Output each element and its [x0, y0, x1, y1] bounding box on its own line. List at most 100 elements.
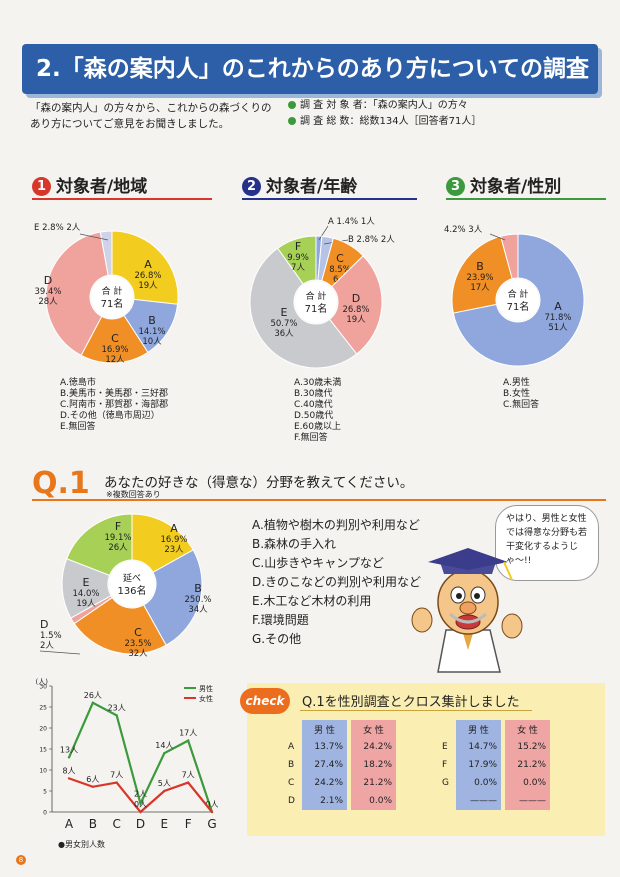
data-label: 7人: [110, 771, 123, 780]
data-label: 6人: [86, 775, 99, 784]
slice-label-d: D39.4%28人: [34, 274, 61, 307]
slice-label-e: E14.0%19人: [72, 576, 99, 609]
slice-both: 4.2% 3人: [444, 225, 483, 235]
slice-label: F: [115, 520, 121, 533]
slice-pct: 23.5%: [124, 639, 151, 649]
slice-count: 12人: [105, 355, 125, 365]
row-key: G: [442, 778, 449, 788]
cross-table-left: 男 性 女 性 A 13.7% 24.2% B 27.4% 18.2% C 24.2% 21.2…: [282, 720, 396, 810]
slice-pct: 14.1%: [138, 327, 165, 337]
pie-slice-e: [99, 230, 113, 276]
slice-label: D: [352, 292, 360, 305]
y-tick-label: 25: [39, 705, 47, 712]
data-label: 5人: [158, 779, 171, 788]
male-value: 27.4%: [302, 756, 347, 774]
leader-line: [39, 650, 81, 655]
row-key: [436, 792, 456, 810]
section-gender-title: 対象者/性別: [470, 177, 562, 197]
region-pie-chart: A26.8%19人 B14.1%10人 C16.9%12人 D39.4%28人 E 2.…: [34, 223, 179, 365]
male-value: 14.7%: [456, 738, 501, 756]
speech-bubble: やはり、男性と女性では得意な分野も若干変化するようじゃ〜!!: [495, 505, 599, 581]
table-row: B 27.4% 18.2%: [282, 756, 396, 774]
data-label: 0人: [134, 800, 147, 809]
row-key: C: [288, 778, 295, 788]
series-point: [186, 739, 190, 742]
slice-pct: 14.0%: [72, 589, 99, 599]
row-key: E: [442, 742, 448, 752]
legend-item: B.美馬市・美馬郡・三好郡: [60, 389, 169, 399]
leader-line: [489, 233, 506, 241]
table-header-row: 男 性 女 性: [282, 720, 396, 738]
slice-count: 19人: [76, 599, 96, 609]
slice-label: C: [134, 626, 142, 639]
slice-pct: 9.9%: [287, 253, 309, 263]
data-label: 0人: [205, 800, 218, 809]
series-point: [115, 714, 118, 717]
female-header: 女 性: [351, 720, 396, 738]
series-point: [91, 701, 95, 704]
section-age-title: 対象者/年齢: [266, 177, 358, 197]
q1-gender-line-chart: (人) 0 5 10 15 20 25 30 A B C D E F G 13人 26人 23人 2人 14人 17人 0…: [36, 678, 219, 849]
series-point: [115, 781, 118, 784]
slice-pct: 39.4%: [34, 287, 61, 297]
leader-line: [79, 233, 109, 241]
slice-label: A: [170, 522, 178, 535]
section-number-badge: 1: [32, 177, 51, 196]
series-point: [186, 781, 190, 784]
x-tick-label: D: [136, 817, 145, 831]
x-tick-label: F: [185, 817, 192, 831]
slice-lp: B 2.8% 2人: [348, 235, 395, 245]
slice-label-f: F9.9%7人: [287, 240, 309, 273]
slice-label: A: [554, 300, 562, 313]
female-value: 15.2%: [505, 738, 550, 756]
check-badge: check: [240, 688, 290, 714]
x-tick-label: G: [207, 817, 216, 831]
slice-label: C: [336, 252, 344, 265]
legend-item: C.阿南市・那賀郡・海部郡: [60, 400, 169, 410]
slice-label: C: [111, 332, 119, 345]
donut-hole: [91, 276, 133, 318]
slice-label: F: [295, 240, 301, 253]
pie-slice-c: [500, 233, 519, 280]
slice-count: 17人: [470, 283, 490, 293]
slice-label-b: B14.1%10人: [138, 314, 165, 347]
pie-slice-b: [451, 235, 513, 314]
slice-count: 23人: [164, 545, 184, 555]
legend-item: D.その他（徳島市周辺）: [60, 411, 160, 421]
center-total: 71名: [507, 300, 530, 313]
row-key: A: [288, 742, 295, 752]
center-label: 合 計: [306, 290, 327, 302]
slice-pct: 250.%: [184, 595, 211, 605]
gender-legend: A.男性 B.女性 C.無回答: [503, 378, 539, 411]
male-value: 0.0%: [456, 774, 501, 792]
slice-label-a: A26.8%19人: [134, 258, 161, 291]
male-value: 13.7%: [302, 738, 347, 756]
slice-label-d: D26.8%19人: [342, 292, 369, 325]
pie-slice-c: [73, 596, 167, 655]
female-value: 24.2%: [351, 738, 396, 756]
pie-slice-f: [276, 235, 317, 285]
leader-line: [318, 225, 329, 241]
female-value: 0.0%: [505, 774, 550, 792]
data-label: 23人: [108, 703, 126, 712]
bullet-icon: [288, 117, 296, 125]
data-label: 8人: [62, 766, 75, 775]
center-total: 71名: [101, 297, 124, 310]
legend-item: A.男性: [503, 378, 530, 388]
slice-label-a: A 1.4% 1人: [328, 217, 375, 227]
x-tick-label: A: [65, 817, 74, 831]
slice-lp: A 1.4% 1人: [328, 217, 375, 227]
table-row: A 13.7% 24.2%: [282, 738, 396, 756]
meta-target-row: 調 査 対 象 者：「森の案内人」の方々: [288, 98, 481, 114]
q1-underline: [32, 499, 606, 501]
legend-item: E.60歳以上: [294, 422, 341, 432]
section-gender-heading: 3 対象者/性別: [446, 172, 561, 197]
legend-item: A.徳島市: [60, 378, 96, 388]
series-point: [67, 756, 71, 759]
pie-slice-b: [142, 549, 203, 646]
legend-item: D.50歳代: [294, 411, 334, 421]
slice-pct: 71.8%: [544, 313, 571, 323]
